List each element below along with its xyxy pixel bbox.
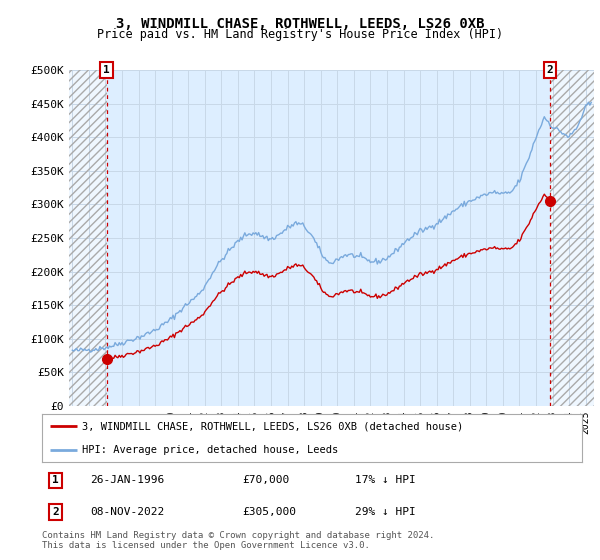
Text: 1: 1 xyxy=(52,475,59,486)
Text: 3, WINDMILL CHASE, ROTHWELL, LEEDS, LS26 0XB: 3, WINDMILL CHASE, ROTHWELL, LEEDS, LS26… xyxy=(116,16,484,30)
Text: Contains HM Land Registry data © Crown copyright and database right 2024.
This d: Contains HM Land Registry data © Crown c… xyxy=(42,531,434,550)
Text: 08-NOV-2022: 08-NOV-2022 xyxy=(91,507,165,517)
Text: £70,000: £70,000 xyxy=(242,475,289,486)
Text: 1: 1 xyxy=(103,65,110,75)
Text: Price paid vs. HM Land Registry's House Price Index (HPI): Price paid vs. HM Land Registry's House … xyxy=(97,28,503,41)
Text: 3, WINDMILL CHASE, ROTHWELL, LEEDS, LS26 0XB (detached house): 3, WINDMILL CHASE, ROTHWELL, LEEDS, LS26… xyxy=(83,421,464,431)
Text: 17% ↓ HPI: 17% ↓ HPI xyxy=(355,475,416,486)
Text: £305,000: £305,000 xyxy=(242,507,296,517)
Text: 2: 2 xyxy=(547,65,553,75)
Text: HPI: Average price, detached house, Leeds: HPI: Average price, detached house, Leed… xyxy=(83,445,339,455)
Text: 2: 2 xyxy=(52,507,59,517)
Text: 26-JAN-1996: 26-JAN-1996 xyxy=(91,475,165,486)
Text: 29% ↓ HPI: 29% ↓ HPI xyxy=(355,507,416,517)
